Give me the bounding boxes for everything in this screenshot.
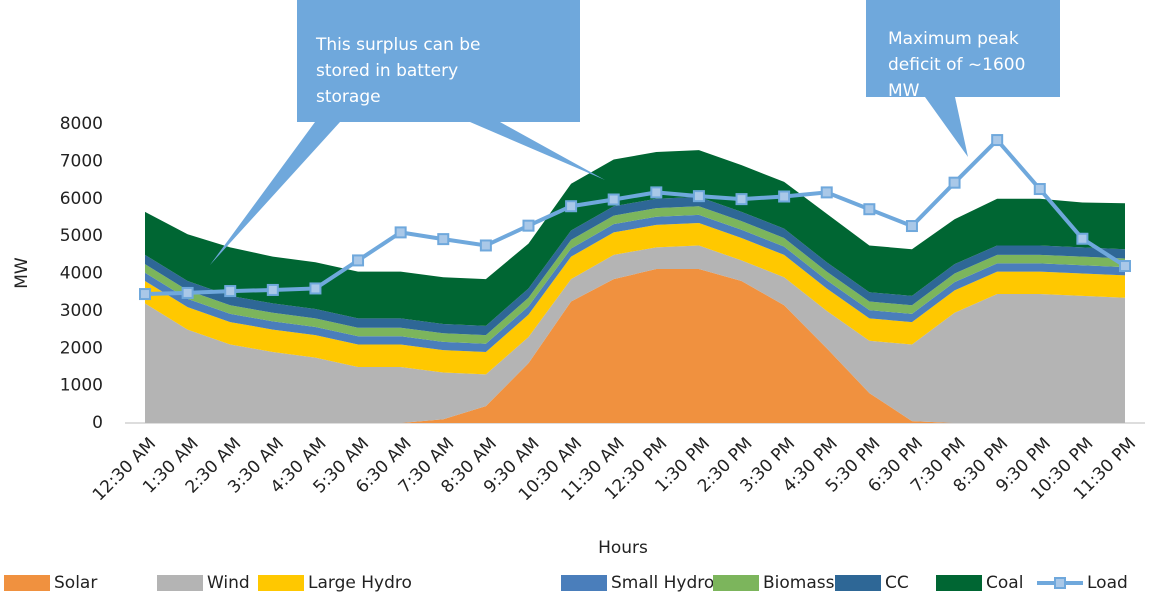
y-axis-label: MW [12, 257, 32, 289]
legend-label: Wind [207, 573, 250, 593]
callout-text: storage [316, 87, 381, 107]
load-marker [1033, 183, 1046, 196]
load-marker [650, 186, 663, 199]
load-marker [1076, 232, 1089, 245]
load-marker [522, 219, 535, 232]
load-marker [1119, 260, 1131, 273]
load-marker [607, 193, 620, 206]
y-tick-label: 1000 [60, 376, 103, 396]
callout-text: Maximum peak [888, 29, 1019, 49]
callouts: This surplus can be stored in battery stor… [210, 0, 1060, 265]
callout-text: This surplus can be [315, 35, 481, 55]
legend-swatch [561, 575, 607, 591]
callout-surplus [210, 0, 605, 265]
plot-area [125, 134, 1145, 424]
load-marker [309, 282, 322, 295]
y-tick-label: 4000 [60, 264, 103, 284]
load-marker [181, 286, 194, 299]
legend-swatch [713, 575, 759, 591]
y-tick-label: 8000 [60, 114, 103, 134]
y-tick-label: 5000 [60, 226, 103, 246]
y-tick-label: 0 [92, 413, 103, 433]
load-marker [394, 226, 407, 239]
area [145, 196, 1125, 336]
load-marker [692, 190, 705, 203]
area [145, 223, 1125, 375]
load-marker [479, 239, 492, 252]
load-marker [948, 176, 961, 189]
y-tick-label: 3000 [60, 301, 103, 321]
load-marker [735, 193, 748, 206]
load-marker [565, 200, 578, 213]
x-axis-label: Hours [598, 538, 648, 558]
load-marker [991, 134, 1004, 147]
callout-deficit [866, 0, 1060, 157]
area [145, 150, 1125, 326]
legend-swatch [4, 575, 50, 591]
load-line [144, 137, 1127, 297]
area [145, 245, 1125, 423]
legend-marker [1054, 577, 1066, 589]
load-marker [266, 283, 279, 296]
area [145, 206, 1125, 344]
legend-swatch [258, 575, 304, 591]
legend-swatch [936, 575, 982, 591]
legend-label: Small Hydro [611, 573, 714, 593]
load-marker [139, 288, 151, 301]
load-marker [905, 220, 918, 233]
legend-swatch [157, 575, 203, 591]
legend-label: Coal [986, 573, 1023, 593]
load-marker [224, 285, 237, 298]
load-marker [863, 203, 876, 216]
legend-label: Load [1087, 573, 1128, 593]
legend-swatch [835, 575, 881, 591]
load-marker [352, 254, 365, 267]
legend-label: Large Hydro [308, 573, 412, 593]
legend-label: Biomass [763, 573, 835, 593]
load-marker [778, 190, 791, 203]
area [145, 269, 1125, 423]
load-marker [437, 233, 450, 246]
callout-text: stored in battery [316, 61, 458, 81]
y-tick-label: 2000 [60, 338, 103, 358]
load-marker [820, 186, 833, 199]
legend-label: Solar [54, 573, 97, 593]
callout-text: MW [888, 81, 920, 101]
y-tick-label: 7000 [60, 151, 103, 171]
area [145, 214, 1125, 352]
callout-text: deficit of ~1600 [888, 55, 1025, 75]
y-tick-label: 6000 [60, 189, 103, 209]
legend-label: CC [885, 573, 909, 593]
